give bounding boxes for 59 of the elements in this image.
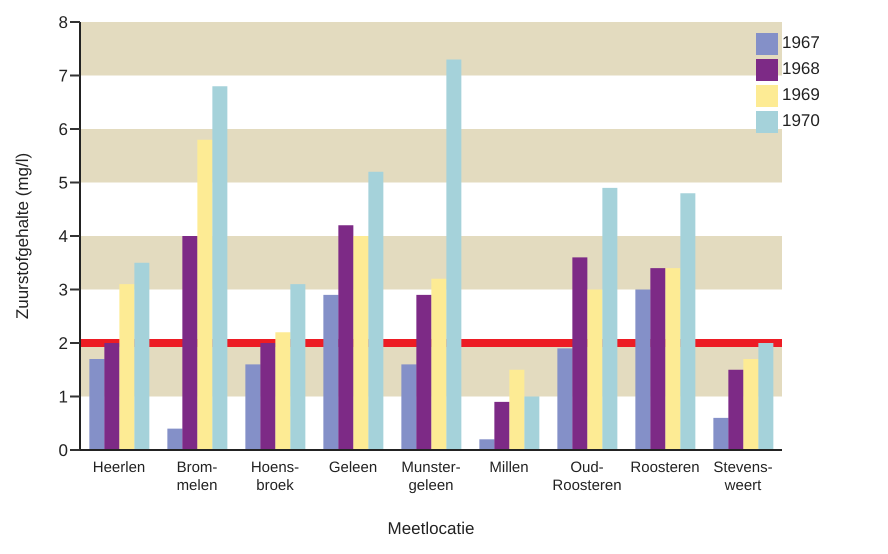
y-tick-label: 0 [58, 441, 68, 460]
bar [338, 225, 354, 450]
bar [650, 268, 666, 450]
bar [290, 284, 306, 450]
bar [743, 359, 758, 450]
bar [509, 370, 524, 450]
y-axis-title: Zuurstofgehalte (mg/l) [13, 152, 32, 320]
x-tick-label: Stevens- weert [713, 459, 773, 494]
bar [446, 59, 462, 450]
bar [713, 418, 728, 450]
x-tick-label: Roosteren [630, 459, 700, 476]
y-tick-label: 2 [58, 334, 68, 354]
x-tick-label: Geleen [328, 459, 378, 476]
bar [401, 364, 416, 450]
y-tick-label: 8 [58, 13, 68, 32]
legend-label: 1970 [782, 111, 820, 130]
x-tick-label: Hoens- broek [250, 459, 300, 494]
bar [182, 236, 198, 450]
legend-label: 1968 [782, 59, 820, 78]
legend-label: 1969 [782, 85, 820, 104]
x-tick-label: Brom- melen [176, 459, 218, 494]
legend-label: 1967 [782, 33, 820, 52]
bar [353, 236, 368, 450]
bar [212, 86, 228, 450]
bar [587, 290, 602, 450]
bar [245, 364, 260, 450]
y-tick-label: 7 [58, 66, 68, 86]
bar [119, 284, 134, 450]
y-tick-label: 6 [58, 120, 68, 140]
bar [728, 370, 744, 450]
bar [416, 294, 432, 450]
x-tick-label: Oud- Roosteren [552, 459, 622, 494]
bar [368, 172, 384, 450]
y-tick-label: 5 [58, 174, 68, 193]
x-tick-label: Munster- geleen [401, 459, 461, 494]
bar [557, 348, 572, 450]
bar [167, 428, 182, 450]
bar [635, 290, 650, 450]
bar [758, 343, 774, 450]
y-tick-label: 1 [58, 388, 68, 407]
x-tick-label: Millen [489, 459, 529, 476]
bar [323, 294, 338, 450]
bar [494, 402, 510, 450]
bar [680, 193, 696, 450]
bar [275, 332, 290, 450]
bar [524, 396, 540, 450]
y-tick-label: 3 [58, 280, 68, 300]
bar [197, 140, 212, 450]
x-tick-label: Heerlen [92, 459, 146, 476]
bar [89, 359, 104, 450]
bar [431, 278, 446, 450]
bar [572, 257, 588, 450]
bar [602, 188, 618, 450]
bar [104, 343, 120, 450]
bar [665, 268, 680, 450]
bar [260, 343, 276, 450]
bar [134, 262, 150, 450]
x-axis-title: Meetlocatie [388, 519, 474, 538]
y-tick-label: 4 [58, 227, 68, 246]
